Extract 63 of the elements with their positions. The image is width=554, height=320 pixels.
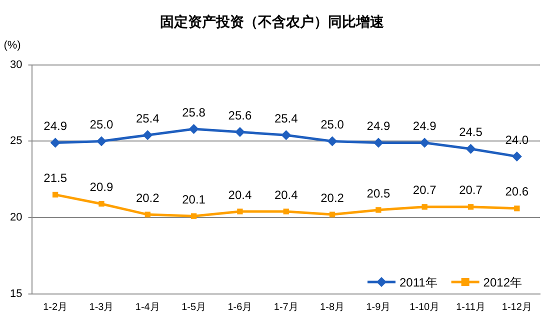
point bbox=[52, 192, 58, 198]
point bbox=[514, 206, 520, 212]
x-tick-label: 1-7月 bbox=[274, 302, 298, 313]
data-label: 25.6 bbox=[228, 108, 252, 122]
point bbox=[281, 130, 292, 140]
data-label: 20.4 bbox=[274, 188, 298, 202]
data-label: 20.1 bbox=[182, 192, 206, 206]
x-tick-label: 1-11月 bbox=[456, 302, 486, 313]
x-tick-label: 1-12月 bbox=[502, 302, 532, 313]
data-label: 24.9 bbox=[44, 119, 68, 134]
data-label: 20.7 bbox=[459, 183, 483, 198]
legend-label: 2012年 bbox=[483, 275, 522, 290]
data-label: 24.5 bbox=[459, 125, 483, 140]
data-label: 20.9 bbox=[90, 180, 114, 194]
point bbox=[188, 124, 199, 134]
point bbox=[50, 138, 60, 148]
y-axis-title: (%) bbox=[4, 39, 21, 52]
data-label: 25.0 bbox=[90, 118, 114, 132]
point bbox=[96, 136, 106, 146]
point bbox=[512, 151, 522, 162]
point bbox=[376, 207, 382, 213]
y-tick-label: 25 bbox=[10, 135, 22, 148]
y-tick-label: 20 bbox=[10, 212, 22, 224]
y-tick-label: 15 bbox=[10, 288, 22, 300]
point bbox=[98, 201, 104, 207]
point bbox=[420, 138, 430, 148]
point bbox=[466, 144, 476, 154]
data-label: 20.2 bbox=[136, 190, 160, 205]
x-tick-label: 1-5月 bbox=[182, 302, 206, 313]
data-label: 25.4 bbox=[274, 111, 298, 126]
point bbox=[422, 204, 428, 210]
data-label: 20.7 bbox=[412, 183, 437, 198]
point bbox=[283, 208, 289, 214]
point bbox=[190, 213, 197, 219]
x-tick-label: 1-2月 bbox=[43, 302, 68, 313]
data-label: 25.0 bbox=[320, 118, 344, 132]
data-label: 25.8 bbox=[182, 105, 206, 120]
point bbox=[373, 138, 384, 148]
point bbox=[327, 136, 338, 146]
data-label: 20.6 bbox=[505, 184, 529, 199]
data-label: 24.0 bbox=[505, 132, 529, 147]
point bbox=[329, 212, 336, 218]
x-tick-label: 1-10月 bbox=[410, 302, 440, 313]
x-tick-label: 1-8月 bbox=[320, 302, 345, 313]
point bbox=[234, 127, 245, 138]
chart-title: 固定资产投资（不含农户）同比增速 bbox=[160, 13, 385, 30]
point bbox=[237, 208, 243, 214]
data-label: 24.9 bbox=[412, 119, 437, 134]
data-label: 20.4 bbox=[228, 188, 252, 202]
x-tick-label: 1-4月 bbox=[135, 302, 160, 313]
data-label: 20.2 bbox=[320, 190, 344, 205]
y-tick-label: 30 bbox=[10, 58, 22, 71]
legend-label: 2011年 bbox=[400, 275, 438, 290]
data-label: 20.5 bbox=[366, 186, 390, 200]
x-tick-label: 1-9月 bbox=[366, 302, 391, 313]
point bbox=[144, 212, 150, 218]
data-label: 24.9 bbox=[366, 119, 390, 134]
x-tick-label: 1-3月 bbox=[89, 302, 114, 313]
x-tick-label: 1-6月 bbox=[228, 302, 252, 313]
point bbox=[468, 204, 474, 210]
data-label: 21.5 bbox=[44, 170, 68, 185]
point bbox=[142, 130, 153, 140]
data-label: 25.4 bbox=[136, 111, 160, 126]
